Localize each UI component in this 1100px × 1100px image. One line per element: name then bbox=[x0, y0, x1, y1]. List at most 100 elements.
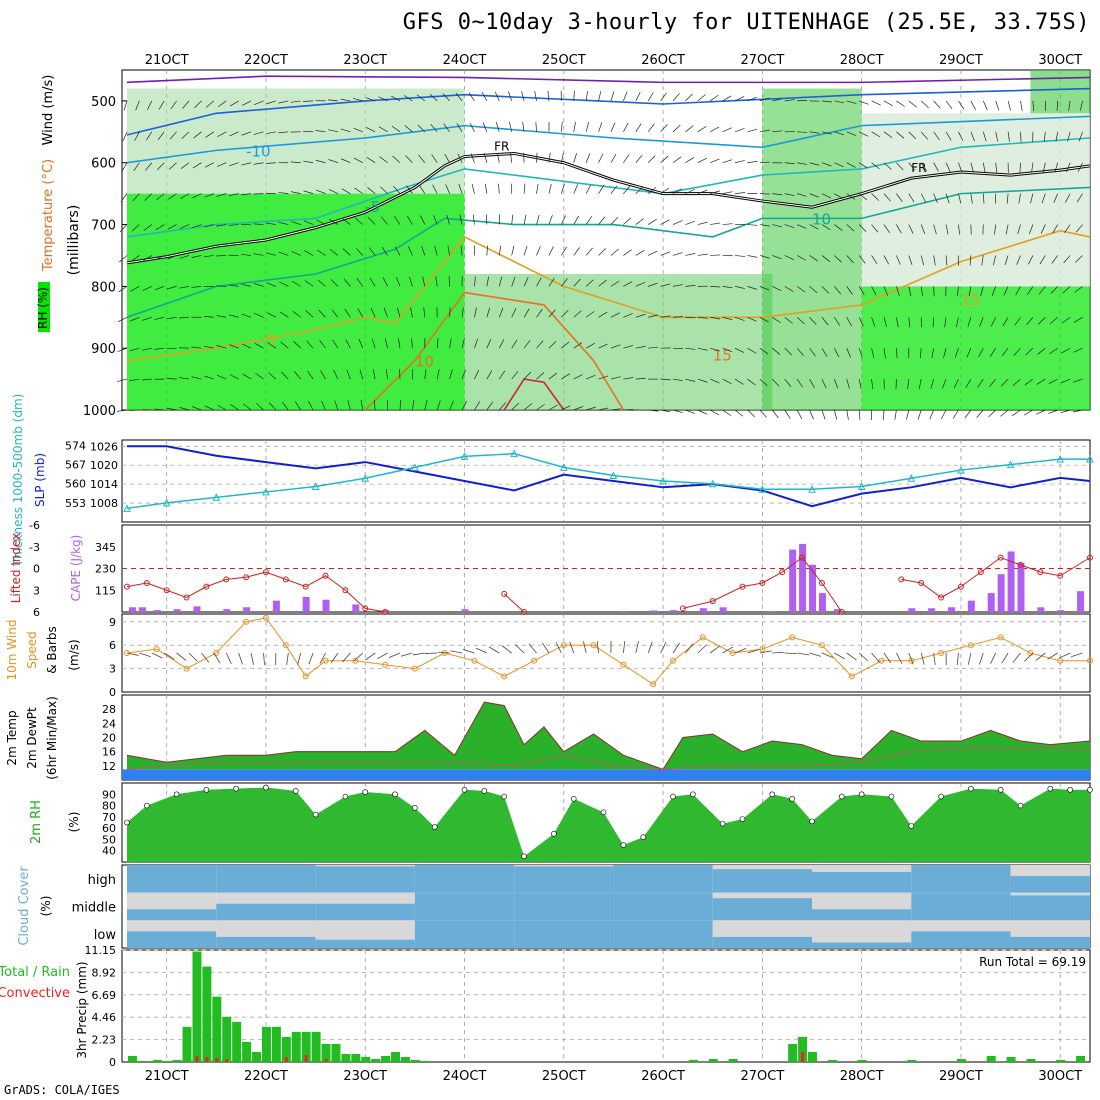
wind-barb bbox=[217, 404, 227, 411]
rh-marker bbox=[124, 819, 130, 826]
wind-speed-line bbox=[126, 617, 1090, 685]
wind-speed-marker bbox=[1087, 657, 1093, 664]
thickness-series-line bbox=[126, 452, 1090, 510]
wind-barb bbox=[435, 276, 438, 287]
wind-barb bbox=[941, 409, 947, 420]
cloud-band-fill bbox=[315, 866, 415, 893]
rh-marker bbox=[640, 834, 647, 840]
wind-barb bbox=[358, 338, 364, 349]
dewpt-line bbox=[126, 747, 1090, 770]
wind-barb bbox=[929, 409, 934, 420]
wind-barb bbox=[193, 131, 202, 139]
wind-barb bbox=[907, 379, 910, 390]
wind-barb bbox=[191, 255, 202, 258]
wind-barb bbox=[1073, 316, 1083, 323]
y-tick-label: -6 bbox=[29, 519, 40, 532]
rh-marker bbox=[263, 784, 269, 791]
lifted-index-marker bbox=[203, 583, 210, 590]
y-tick-label: 11.15 bbox=[85, 944, 117, 957]
wind-barb bbox=[420, 215, 426, 225]
precip-total-bar bbox=[400, 1056, 410, 1062]
wind-barb bbox=[970, 131, 975, 142]
chart-title: GFS 0~10day 3-hourly for UITENHAGE (25.5… bbox=[402, 10, 1090, 35]
wind-barb bbox=[660, 219, 670, 225]
wind-barb bbox=[635, 377, 646, 380]
wind-barb bbox=[969, 255, 972, 266]
wind-barb bbox=[511, 276, 516, 287]
wind-barb bbox=[784, 286, 794, 292]
wind-barb bbox=[1076, 193, 1083, 203]
cloud-band-fill bbox=[514, 866, 614, 893]
isotherm-label: 10 bbox=[812, 211, 831, 229]
wind-barb bbox=[303, 220, 314, 225]
wind-barb bbox=[134, 131, 140, 141]
wind-barb bbox=[228, 314, 239, 318]
wind-barb bbox=[471, 183, 475, 194]
wind-barb bbox=[697, 94, 706, 102]
wind-barb bbox=[585, 311, 595, 318]
wind-barb bbox=[635, 186, 644, 194]
wind-barb bbox=[216, 224, 227, 227]
cape-bar bbox=[272, 600, 280, 612]
wind-barb bbox=[722, 646, 734, 654]
wind-barb bbox=[536, 277, 542, 287]
wind-barb bbox=[931, 348, 934, 359]
cloud-band-fill bbox=[315, 939, 415, 948]
wind-barb bbox=[448, 276, 450, 287]
wind-barb bbox=[821, 317, 829, 326]
wind-barb bbox=[498, 183, 500, 194]
wind-barb bbox=[982, 162, 986, 173]
wind-barb bbox=[167, 255, 177, 260]
wind-barb bbox=[846, 255, 854, 264]
precip-total-bar bbox=[291, 1031, 301, 1062]
wind-barb bbox=[385, 369, 388, 380]
wind-barb bbox=[933, 286, 935, 297]
precip-total-bar bbox=[222, 1016, 232, 1062]
wind-barb bbox=[278, 192, 289, 194]
wind-barb bbox=[858, 224, 867, 232]
wind-barb bbox=[648, 346, 659, 349]
wind-barb bbox=[450, 650, 463, 654]
y-tick-label: 6 bbox=[109, 639, 116, 652]
wind-barb bbox=[908, 255, 913, 266]
side-label: (6hr Min/Max) bbox=[45, 696, 59, 780]
isotherm-label: 10 bbox=[415, 353, 434, 371]
wind-barb bbox=[1007, 131, 1010, 142]
wind-barb bbox=[180, 193, 190, 199]
wind-barb bbox=[697, 125, 707, 133]
wind-barb bbox=[391, 95, 401, 102]
wind-barb bbox=[241, 193, 252, 196]
wind-barb bbox=[182, 100, 190, 109]
wind-speed-marker bbox=[322, 657, 329, 664]
wind-barb bbox=[191, 376, 202, 380]
y-tick-label: 600 bbox=[91, 157, 116, 172]
wind-barb bbox=[710, 126, 720, 133]
wind-barb bbox=[319, 652, 326, 664]
rh-shade bbox=[464, 274, 773, 410]
wind-barb bbox=[129, 378, 140, 382]
wind-barb bbox=[846, 100, 857, 104]
wind-barb bbox=[598, 343, 608, 349]
wind-barb bbox=[281, 401, 289, 411]
wind-barb bbox=[697, 409, 708, 415]
wind-barb bbox=[710, 316, 721, 320]
run-total-label: Run Total = 69.19 bbox=[979, 955, 1086, 969]
wind-barb bbox=[623, 122, 629, 132]
y-tick-label: 574 bbox=[65, 439, 86, 452]
wind-barb bbox=[883, 286, 889, 296]
wind-barb bbox=[598, 91, 602, 101]
x-tick-label-top: 29OCT bbox=[939, 53, 983, 68]
wind-barb bbox=[523, 183, 526, 194]
wind-barb bbox=[672, 284, 683, 287]
thickness-marker bbox=[758, 485, 767, 493]
rh-shade bbox=[861, 113, 1090, 287]
wind-barb bbox=[117, 347, 128, 353]
cloud-band-fill bbox=[1010, 895, 1090, 921]
wind-barb bbox=[734, 347, 745, 353]
wind-barb bbox=[883, 348, 886, 359]
wind-barb bbox=[474, 401, 481, 411]
wind-barb bbox=[523, 403, 532, 411]
precip-total-bar bbox=[728, 1058, 738, 1062]
wind-barb bbox=[967, 652, 972, 665]
wind-barb bbox=[945, 224, 949, 235]
